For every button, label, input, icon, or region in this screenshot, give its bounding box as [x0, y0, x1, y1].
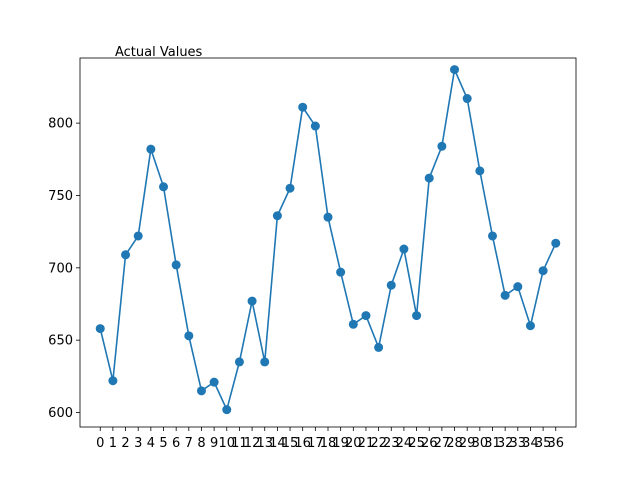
- data-point: [412, 311, 422, 321]
- x-tick-label: 5: [159, 436, 167, 451]
- data-point: [247, 296, 257, 306]
- data-point: [146, 144, 156, 154]
- y-axis-ticks: 600 650 700 750 800: [48, 117, 80, 421]
- x-tick-label: 9: [210, 436, 218, 451]
- series-line: [99, 66, 557, 412]
- x-tick-label: 2: [121, 436, 129, 451]
- y-tick-label: 700: [48, 261, 73, 276]
- x-tick-label: 19: [332, 436, 349, 451]
- x-tick-label: 4: [147, 436, 155, 451]
- x-tick-label: 20: [345, 436, 362, 451]
- x-tick-label: 30: [472, 436, 489, 451]
- data-point: [500, 290, 510, 300]
- data-point: [209, 377, 219, 387]
- data-point: [538, 266, 548, 276]
- x-tick-label: 18: [320, 436, 337, 451]
- data-point: [525, 321, 535, 331]
- y-tick-label: 800: [48, 117, 73, 132]
- x-tick-label: 8: [197, 436, 205, 451]
- x-tick-label: 22: [370, 436, 387, 451]
- x-tick-label: 31: [484, 436, 501, 451]
- data-point: [475, 166, 485, 176]
- x-tick-label: 35: [535, 436, 552, 451]
- data-point: [551, 238, 561, 248]
- data-point: [184, 331, 194, 341]
- x-tick-label: 15: [282, 436, 299, 451]
- data-point: [260, 357, 270, 367]
- data-point: [95, 324, 105, 334]
- plot-frame: [79, 57, 577, 428]
- data-point: [272, 211, 282, 221]
- data-point: [323, 212, 333, 222]
- y-tick-label: 600: [48, 406, 73, 421]
- data-point: [361, 311, 371, 321]
- data-point: [450, 65, 460, 75]
- x-tick-label: 16: [294, 436, 311, 451]
- x-tick-label: 23: [383, 436, 400, 451]
- data-point: [133, 231, 143, 241]
- data-point: [298, 102, 308, 112]
- data-point: [310, 121, 320, 131]
- data-point: [196, 386, 206, 396]
- x-axis-ticks: 0 1 2 3 4 5 6 7 8 9 101112131415161718192021222324…: [96, 427, 564, 451]
- x-tick-label: 7: [185, 436, 193, 451]
- data-point: [374, 342, 384, 352]
- data-point: [121, 250, 131, 260]
- x-tick-label: 33: [510, 436, 527, 451]
- data-point: [424, 173, 434, 183]
- data-point: [285, 183, 295, 193]
- x-tick-label: 17: [307, 436, 324, 451]
- y-tick-label: 750: [48, 189, 73, 204]
- x-tick-label: 13: [256, 436, 273, 451]
- data-point: [487, 231, 497, 241]
- data-point: [399, 244, 409, 254]
- x-tick-label: 27: [434, 436, 451, 451]
- data-point: [437, 141, 447, 151]
- data-point: [159, 182, 169, 192]
- x-tick-label: 24: [396, 436, 413, 451]
- x-tick-label: 34: [522, 436, 539, 451]
- x-tick-label: 0: [96, 436, 104, 451]
- x-tick-label: 21: [358, 436, 375, 451]
- x-tick-label: 32: [497, 436, 514, 451]
- data-point: [222, 405, 232, 415]
- x-tick-label: 12: [244, 436, 261, 451]
- x-tick-label: 36: [547, 436, 564, 451]
- axes: [79, 57, 577, 428]
- x-tick-label: 25: [408, 436, 425, 451]
- data-point: [234, 357, 244, 367]
- data-point: [513, 282, 523, 292]
- data-point: [462, 94, 472, 104]
- x-tick-label: 26: [421, 436, 438, 451]
- x-tick-label: 28: [446, 436, 463, 451]
- x-tick-label: 29: [459, 436, 476, 451]
- y-tick-label: 650: [48, 334, 73, 349]
- x-tick-label: 11: [231, 436, 248, 451]
- x-tick-label: 3: [134, 436, 142, 451]
- chart-title: Actual Values: [115, 45, 203, 60]
- x-tick-label: 14: [269, 436, 286, 451]
- data-point: [386, 280, 396, 290]
- x-tick-label: 6: [172, 436, 180, 451]
- x-tick-label: 10: [219, 436, 236, 451]
- data-point: [108, 376, 118, 386]
- data-point: [336, 267, 346, 277]
- data-series: [95, 65, 561, 415]
- data-point: [171, 260, 181, 270]
- data-point: [348, 319, 358, 329]
- x-tick-label: 1: [109, 436, 117, 451]
